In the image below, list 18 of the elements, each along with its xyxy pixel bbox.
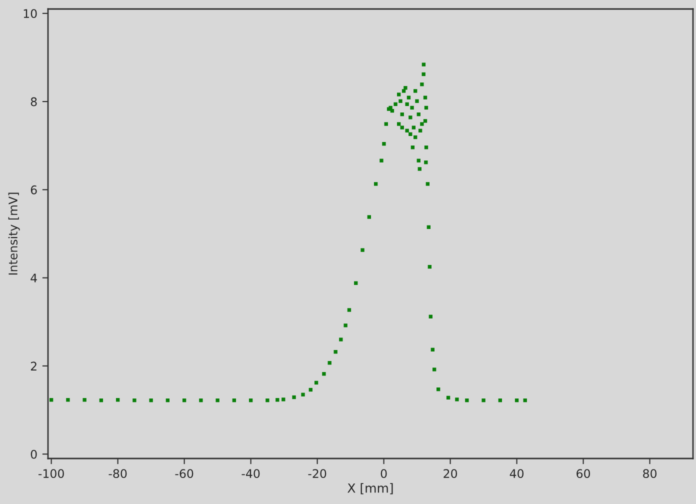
x-tick-label: -40 <box>242 469 260 478</box>
x-tick-label: -80 <box>108 469 127 478</box>
x-tick-label: 20 <box>444 469 458 478</box>
y-tick-label: 6 <box>30 185 37 194</box>
x-tick-label: -20 <box>308 469 326 478</box>
x-tick-label: -100 <box>38 469 64 478</box>
x-tick-label: 40 <box>510 469 524 478</box>
y-tick-label: 4 <box>30 274 37 282</box>
x-tick-label: 60 <box>576 469 590 478</box>
y-tick-label: 8 <box>30 97 37 106</box>
y-tick-label: 10 <box>24 9 37 18</box>
x-tick-label: 80 <box>643 469 657 478</box>
y-tick-label: 2 <box>30 362 36 370</box>
y-axis-title: Intensity [mV] <box>8 192 20 275</box>
x-axis-title: X [mm] <box>348 483 393 494</box>
x-tick-label: -60 <box>175 469 194 478</box>
y-tick-label: 0 <box>30 450 37 459</box>
x-tick-label: 0 <box>380 469 387 478</box>
